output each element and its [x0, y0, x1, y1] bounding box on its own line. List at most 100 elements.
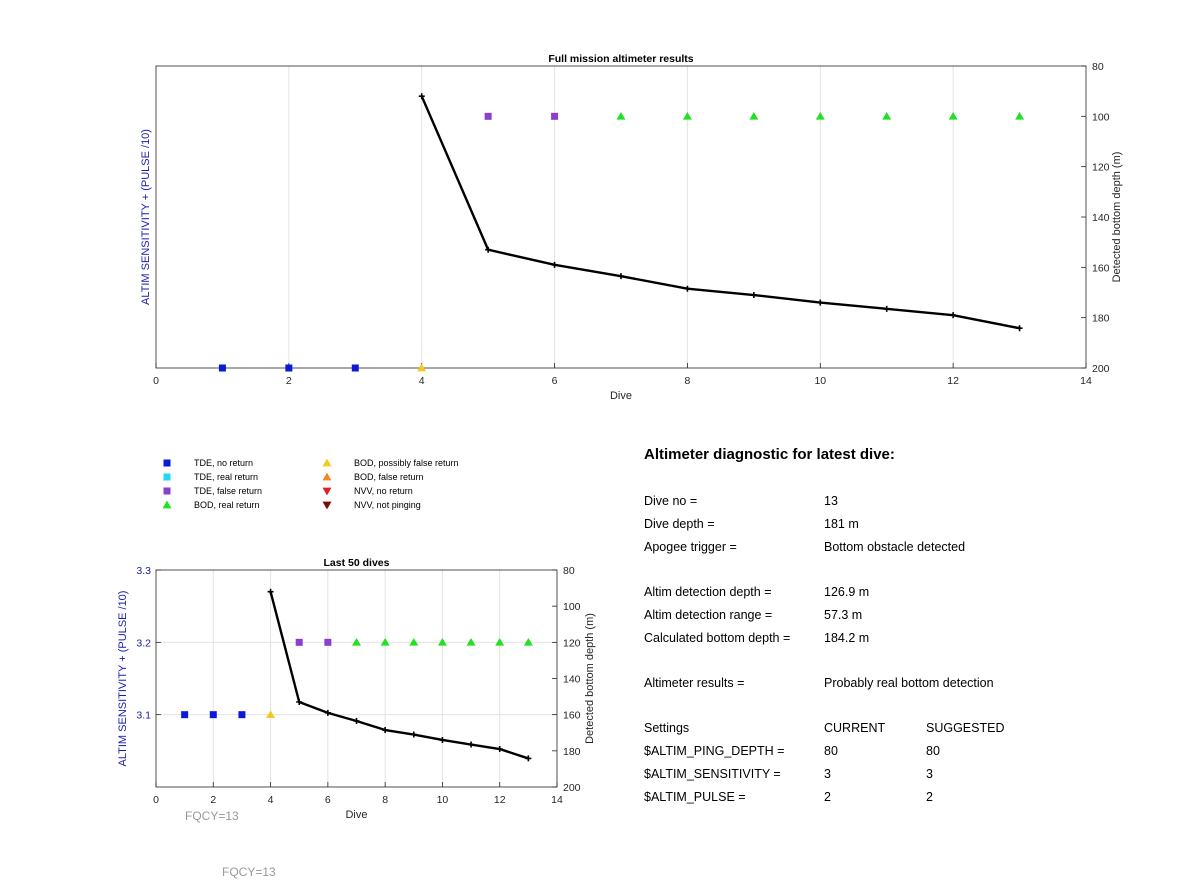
- legend-label: TDE, real return: [194, 472, 259, 482]
- depth-point: [684, 285, 691, 292]
- plot-frame: [155, 569, 558, 788]
- legend-marker-svg: [162, 500, 172, 509]
- status-marker: [324, 638, 332, 646]
- right-y-axis-label: Detected bottom depth (m): [1111, 152, 1123, 283]
- chart-title: Full mission altimeter results: [548, 53, 693, 65]
- x-tick-label: 2: [210, 794, 216, 806]
- status-marker: [209, 711, 217, 719]
- legend-marker-shape: [322, 458, 332, 467]
- left-y-tick-label: 3.1: [136, 710, 151, 722]
- status-marker: [352, 638, 361, 646]
- status-marker: [351, 364, 359, 372]
- depth-point: [324, 709, 331, 716]
- settings-header-suggested: SUGGESTED: [926, 721, 1005, 735]
- depth-point: [439, 736, 446, 743]
- status-marker: [417, 363, 427, 372]
- right-y-tick-label: 200: [563, 782, 581, 794]
- legend-item: BOD, real return: [160, 500, 260, 510]
- depth-point: [618, 273, 624, 280]
- diag-value: Bottom obstacle detected: [824, 540, 966, 554]
- full-mission-chart: 0 2 4 6 8 10 12 14 80 100 120 140 160 180 200 Full miss…: [140, 53, 1123, 402]
- status-marker: [948, 112, 958, 120]
- status-marker: [682, 112, 692, 120]
- legend-label: BOD, false return: [354, 472, 424, 482]
- legend-marker-shape: [322, 501, 332, 510]
- left-y-axis-label: ALTIM SENSITIVITY + (PULSE /10): [140, 129, 152, 305]
- diag-key: Dive no =: [644, 494, 698, 508]
- legend-marker-svg: [163, 487, 171, 495]
- x-tick-label: 2: [286, 375, 292, 387]
- diag-key: Altim detection depth =: [644, 585, 772, 599]
- legend-marker-shape: [163, 487, 171, 495]
- legend-item: TDE, no return: [160, 458, 253, 468]
- depth-point: [525, 755, 532, 762]
- legend-item: TDE, real return: [160, 472, 258, 482]
- right-y-tick-label: 80: [563, 565, 575, 577]
- depth-point: [353, 717, 360, 724]
- setting-current: 3: [824, 767, 831, 781]
- marker-legend: TDE, no return TDE, real return TDE, false…: [160, 458, 540, 518]
- right-y-tick-label: 160: [1092, 262, 1110, 274]
- depth-point: [418, 93, 425, 100]
- status-marker: [181, 711, 189, 719]
- depth-series-line: [420, 95, 1020, 330]
- legend-marker-shape: [322, 487, 332, 496]
- right-y-tick-label: 80: [1092, 61, 1104, 73]
- legend-marker-svg: [322, 472, 332, 481]
- chart-title: Last 50 dives: [324, 557, 390, 569]
- diag-value: 13: [824, 494, 838, 508]
- depth-point: [750, 292, 757, 299]
- status-marker: [523, 638, 533, 646]
- legend-label: NVV, not pinging: [354, 500, 421, 510]
- depth-point: [267, 588, 274, 595]
- depth-point: [551, 261, 558, 268]
- right-y-tick-label: 180: [1092, 313, 1110, 325]
- setting-suggested: 3: [926, 767, 933, 781]
- diag-key: Apogee trigger =: [644, 540, 737, 554]
- fqcy-label: FQCY=13: [222, 865, 276, 879]
- status-marker: [484, 112, 492, 120]
- depth-point: [468, 741, 475, 748]
- x-tick-label: 8: [685, 375, 691, 387]
- setting-current: 80: [824, 744, 838, 758]
- legend-marker-icon: [160, 486, 174, 496]
- legend-marker-icon: [160, 458, 174, 468]
- diagnostic-title: Altimeter diagnostic for latest dive:: [644, 446, 895, 463]
- right-y-tick-label: 120: [1092, 162, 1110, 174]
- legend-marker-svg: [322, 458, 332, 467]
- legend-marker-shape: [163, 459, 171, 467]
- right-y-tick-label: 120: [563, 637, 581, 649]
- status-marker: [551, 112, 559, 120]
- diag-value: Probably real bottom detection: [824, 676, 994, 690]
- status-marker: [1015, 112, 1025, 120]
- x-axis-label: Dive: [610, 390, 632, 402]
- x-tick-label: 8: [382, 794, 388, 806]
- legend-item: BOD, possibly false return: [320, 458, 459, 468]
- legend-marker-icon: [320, 486, 334, 496]
- legend-label: BOD, real return: [194, 500, 260, 510]
- setting-key: $ALTIM_PING_DEPTH =: [644, 744, 785, 758]
- setting-key: $ALTIM_PULSE =: [644, 790, 746, 804]
- diag-key: Altimeter results =: [644, 676, 745, 690]
- setting-key: $ALTIM_SENSITIVITY =: [644, 767, 781, 781]
- status-marker: [238, 711, 246, 719]
- x-tick-label: 14: [551, 794, 563, 806]
- legend-marker-icon: [160, 500, 174, 510]
- status-marker: [749, 112, 759, 120]
- status-marker: [285, 364, 293, 372]
- status-marker: [295, 638, 303, 646]
- legend-marker-svg: [163, 459, 171, 467]
- depth-point: [817, 299, 824, 306]
- settings-header-label: Settings: [644, 721, 690, 735]
- legend-marker-shape: [322, 472, 332, 481]
- altimeter-diagnostic-panel: Altimeter diagnostic for latest dive: Di…: [644, 444, 1164, 824]
- right-y-tick-label: 100: [563, 601, 581, 613]
- left-y-tick-label: 3.3: [136, 565, 151, 577]
- status-marker: [815, 112, 825, 120]
- legend-label: NVV, no return: [354, 486, 413, 496]
- depth-point: [496, 746, 503, 753]
- legend-label: TDE, false return: [194, 486, 263, 496]
- legend-marker-shape: [162, 500, 172, 509]
- legend-label: TDE, no return: [194, 458, 254, 468]
- legend-item: NVV, no return: [320, 486, 413, 496]
